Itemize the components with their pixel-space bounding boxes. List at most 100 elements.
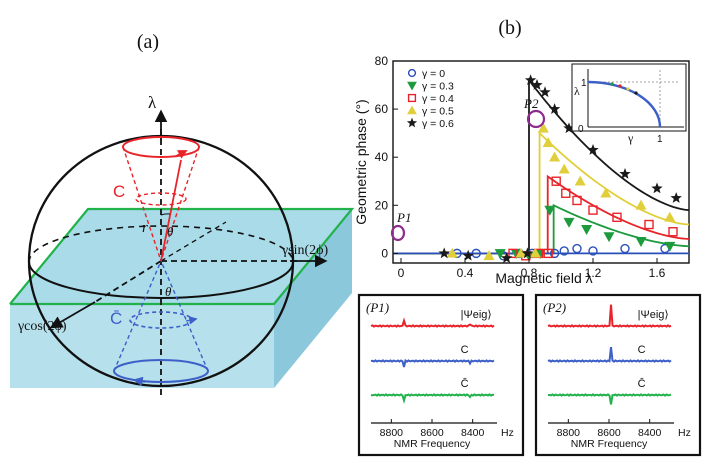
data-point xyxy=(544,205,556,216)
spectrum-trace-label: C̄ xyxy=(461,377,469,390)
panel-a: (a) λ γsin(2ϕ) γcos(2ϕ) xyxy=(9,31,355,395)
fit-curve xyxy=(393,77,690,255)
gamma-sin-label: γsin(2ϕ) xyxy=(281,243,329,258)
data-point xyxy=(543,248,553,259)
data-point xyxy=(539,86,551,98)
spectrum-trace xyxy=(370,358,495,368)
data-point xyxy=(549,151,561,162)
cone-c-label: C xyxy=(113,182,125,201)
panel-a-label: (a) xyxy=(137,31,159,53)
fit-curve xyxy=(393,131,690,255)
data-point xyxy=(563,217,575,228)
y-tick-label: 20 xyxy=(375,198,389,212)
y-axis-label: Geometric phase (°) xyxy=(353,99,369,224)
cone-c xyxy=(122,136,200,262)
p1-label: P1 xyxy=(396,210,411,225)
spectrum-title: (P1) xyxy=(366,300,389,315)
spectrum-unit: Hz xyxy=(501,427,514,439)
spectrum-tick-label: 8400 xyxy=(461,427,485,439)
spectrum-frame xyxy=(534,293,702,457)
p2-marker xyxy=(526,109,546,129)
data-point xyxy=(529,247,541,258)
cone-cbar xyxy=(113,260,209,387)
data-point xyxy=(548,103,561,114)
data-point xyxy=(521,247,534,259)
inset-zero: 0 xyxy=(578,124,584,135)
spectrum-trace-label: |Ψeig⟩ xyxy=(461,309,492,321)
geometric-phase-chart: 0 0.4 0.8 1.2 1.6 0 20 40 60 80 Geometric phase (… xyxy=(353,54,690,286)
data-point xyxy=(561,188,571,198)
gamma-cos-label: γcos(2ϕ) xyxy=(17,319,67,334)
p1-marker xyxy=(390,224,406,242)
data-point xyxy=(619,168,631,179)
cone-cbar-label: C̄ xyxy=(110,309,122,328)
data-point xyxy=(635,237,647,247)
x-tick-label: 0.8 xyxy=(521,266,538,280)
spectrum-tick-label: 8800 xyxy=(557,427,581,439)
data-point xyxy=(494,249,506,259)
data-point xyxy=(531,79,543,90)
legend-marker xyxy=(407,81,417,91)
legend-marker xyxy=(407,68,417,78)
data-point xyxy=(462,249,474,261)
data-point xyxy=(574,175,586,186)
data-point xyxy=(670,192,682,203)
p2-label: P2 xyxy=(523,96,539,111)
data-point xyxy=(664,211,676,222)
data-point xyxy=(600,187,612,198)
spectrum-trace xyxy=(370,393,495,405)
inset-gamma: γ xyxy=(627,131,634,145)
spectrum-trace xyxy=(547,393,672,405)
data-point xyxy=(664,241,676,252)
data-point xyxy=(563,122,575,134)
x-tick-label: 0.4 xyxy=(457,266,474,280)
data-point xyxy=(471,248,481,259)
spectrum-xlabel: NMR Frequency xyxy=(394,438,471,450)
data-point xyxy=(651,182,663,194)
theta-upper-label: θ xyxy=(167,224,174,239)
data-point xyxy=(524,74,537,86)
x-tick-label: 0 xyxy=(398,266,405,280)
legend-entry: γ = 0 xyxy=(422,68,445,80)
data-point xyxy=(537,122,549,133)
legend-entry: γ = 0.6 xyxy=(422,118,454,130)
spectrum-xlabel: NMR Frequency xyxy=(571,438,648,450)
data-point xyxy=(508,248,518,259)
theta-lower-label: θ xyxy=(165,284,172,299)
legend-marker xyxy=(407,105,417,115)
data-point xyxy=(588,246,598,256)
radius-label: r xyxy=(142,220,148,236)
data-point xyxy=(581,225,593,235)
data-point xyxy=(620,243,630,254)
data-point xyxy=(542,137,554,148)
spectrum-unit: Hz xyxy=(678,427,691,439)
legend-entry: γ = 0.5 xyxy=(422,106,454,118)
data-point xyxy=(549,248,560,259)
data-point xyxy=(668,227,678,237)
spectrum-tick-label: 8800 xyxy=(380,427,404,439)
spectrum-trace xyxy=(370,317,495,328)
spectrum-title: (P2) xyxy=(543,300,566,315)
data-point xyxy=(483,250,495,261)
x-axis-label: Magnetic field λ xyxy=(495,270,592,286)
spectrum-trace xyxy=(547,347,672,363)
legend-entry: γ = 0.3 xyxy=(422,81,454,93)
y-tick-label: 40 xyxy=(375,150,389,164)
panel-b: (b) 0 0.4 0.8 1.2 1.6 0 20 40 60 80 Geometric pha… xyxy=(353,17,702,457)
legend: γ = 0γ = 0.3γ = 0.4γ = 0.5γ = 0.6 xyxy=(406,68,454,130)
data-point xyxy=(572,195,582,206)
data-point xyxy=(438,247,450,259)
x-tick-label: 1.2 xyxy=(585,266,602,280)
y-tick-label: 80 xyxy=(375,54,389,68)
spectrum-panel-p1: (P1) |Ψeig⟩ C C̄ 8800 8600 8400 Hz NMR Frequency xyxy=(357,293,525,457)
panel-b-label: (b) xyxy=(498,17,521,39)
spectrum-trace xyxy=(547,304,672,328)
spectrum-trace-label: C̄ xyxy=(638,377,646,390)
inset-phase-diagram: λ 1 0 γ 1 xyxy=(571,63,687,145)
lambda-axis-label: λ xyxy=(148,93,157,112)
data-point xyxy=(588,205,598,215)
data-point xyxy=(559,246,569,256)
data-point xyxy=(500,252,513,264)
data-point xyxy=(603,232,615,243)
